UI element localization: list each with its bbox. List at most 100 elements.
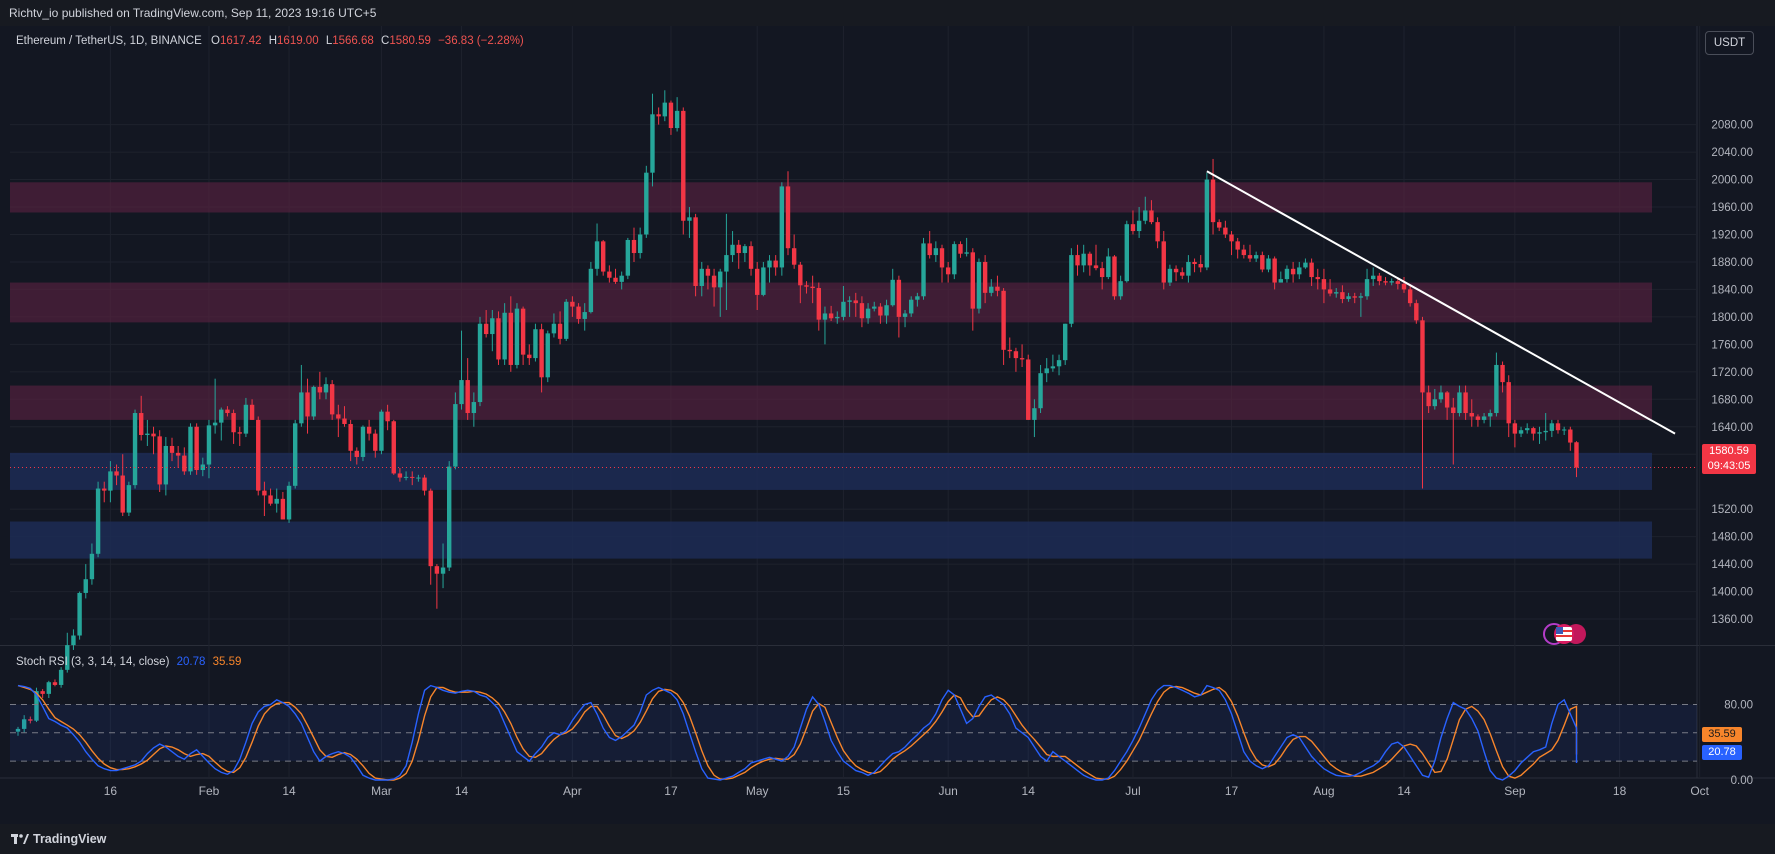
price-tick-label: 1760.00 bbox=[1711, 339, 1753, 351]
candle-up bbox=[841, 285, 846, 321]
candle-body bbox=[902, 313, 908, 317]
candle-body bbox=[1038, 373, 1043, 409]
candle-body bbox=[422, 477, 427, 491]
candle-body bbox=[557, 323, 563, 339]
candle-body bbox=[1364, 279, 1370, 297]
chart-area[interactable]: 2080.002040.002000.001960.001920.001880.… bbox=[0, 26, 1775, 824]
date-tick-label: 18 bbox=[1613, 784, 1627, 798]
change-value: −36.83 (−2.28%) bbox=[438, 35, 524, 47]
candle-up bbox=[243, 397, 249, 438]
candle-body bbox=[256, 419, 261, 491]
candle-down bbox=[539, 323, 544, 393]
candle-body bbox=[1426, 392, 1431, 407]
candle-down bbox=[1155, 217, 1160, 249]
candle-up bbox=[1371, 267, 1376, 286]
price-tick-label: 1640.00 bbox=[1711, 422, 1753, 434]
candle-body bbox=[1543, 430, 1548, 433]
candle-body bbox=[1167, 268, 1173, 283]
candle-body bbox=[1032, 408, 1037, 420]
candle-body bbox=[114, 471, 119, 476]
candle-down bbox=[1506, 375, 1511, 438]
candle-down bbox=[1395, 278, 1401, 290]
price-tick-label: 1400.00 bbox=[1711, 587, 1753, 599]
candle-body bbox=[496, 318, 501, 360]
candle-down bbox=[151, 426, 156, 455]
candle-up bbox=[379, 409, 384, 455]
events-flag-icon[interactable] bbox=[1542, 622, 1588, 646]
candle-up bbox=[976, 258, 982, 314]
candle-body bbox=[730, 244, 735, 256]
candle-down bbox=[927, 231, 932, 259]
candle-body bbox=[194, 426, 199, 471]
candle-body bbox=[1383, 281, 1388, 283]
candle-body bbox=[631, 239, 637, 254]
candle-up bbox=[835, 311, 840, 324]
candle-down bbox=[256, 416, 261, 496]
candle-down bbox=[1315, 268, 1320, 290]
candle-body bbox=[1124, 224, 1129, 282]
candle-body bbox=[1506, 382, 1511, 424]
candle-up bbox=[1136, 207, 1142, 238]
candle-down bbox=[114, 464, 119, 486]
candle-body bbox=[385, 411, 390, 422]
candle-body bbox=[878, 306, 883, 316]
candle-body bbox=[212, 422, 218, 426]
candle-body bbox=[1451, 407, 1456, 414]
stoch-rsi-k-value: 20.78 bbox=[176, 656, 206, 668]
candle-down bbox=[157, 430, 162, 492]
candle-body bbox=[927, 243, 932, 256]
candle-down bbox=[434, 564, 440, 609]
candle-down bbox=[348, 419, 353, 462]
candle-body bbox=[601, 241, 606, 272]
candle-body bbox=[767, 260, 772, 268]
candle-body bbox=[681, 110, 686, 221]
candle-body bbox=[169, 445, 175, 453]
candle-down bbox=[1210, 158, 1216, 235]
supply-zone bbox=[10, 182, 1652, 213]
candle-body bbox=[1352, 296, 1357, 298]
supply-zone bbox=[10, 385, 1652, 420]
candle-down bbox=[557, 311, 563, 345]
candle-up bbox=[1334, 288, 1339, 298]
candle-down bbox=[1099, 261, 1105, 290]
candle-up bbox=[1481, 413, 1487, 424]
candle-body bbox=[884, 305, 889, 316]
date-tick-label: Sep bbox=[1504, 784, 1526, 798]
candle-body bbox=[225, 409, 230, 414]
candle-body bbox=[317, 386, 323, 393]
candle-up bbox=[46, 680, 51, 699]
footer-bar: TradingView bbox=[0, 824, 1775, 854]
candle-down bbox=[342, 406, 347, 427]
candle-down bbox=[853, 292, 858, 317]
candle-down bbox=[945, 261, 951, 283]
candle-down bbox=[1500, 361, 1505, 393]
candle-up bbox=[718, 268, 723, 317]
candle-body bbox=[1407, 289, 1413, 304]
candle-body bbox=[1512, 423, 1518, 434]
candle-down bbox=[1574, 441, 1579, 478]
candle-up bbox=[637, 227, 643, 259]
candle-body bbox=[145, 433, 150, 435]
candle-body bbox=[705, 268, 711, 276]
candle-down bbox=[755, 261, 760, 311]
candle-up bbox=[847, 296, 852, 317]
currency-button[interactable]: USDT bbox=[1705, 31, 1754, 55]
candle-body bbox=[71, 635, 76, 646]
candle-body bbox=[1161, 241, 1166, 283]
tradingview-logo-icon[interactable] bbox=[11, 834, 29, 845]
candle-down bbox=[1272, 256, 1277, 290]
price-tick-label: 1960.00 bbox=[1711, 202, 1753, 214]
candle-down bbox=[1290, 261, 1296, 283]
candle-body bbox=[89, 553, 95, 580]
candle-body bbox=[219, 409, 224, 423]
candle-up bbox=[915, 292, 920, 307]
candle-body bbox=[1371, 275, 1376, 280]
candle-body bbox=[286, 485, 292, 520]
stoch-rsi-tick-label: 80.00 bbox=[1724, 699, 1753, 711]
candle-body bbox=[1303, 262, 1308, 268]
date-tick-label: Mar bbox=[371, 784, 392, 798]
open-value: 1617.42 bbox=[219, 35, 262, 47]
last-price-value: 1580.59 bbox=[1709, 445, 1749, 457]
candle-down bbox=[397, 467, 403, 482]
candle-up bbox=[502, 303, 507, 365]
